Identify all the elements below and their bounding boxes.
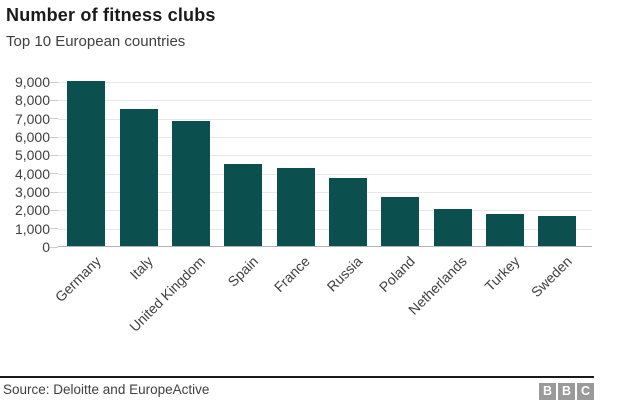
y-tick-mark	[50, 228, 58, 230]
bar-sweden	[538, 215, 577, 246]
bar-france	[276, 168, 315, 246]
bbc-logo-block-1: B	[539, 383, 556, 400]
bbc-logo-block-3: C	[577, 383, 594, 400]
y-tick-label-5000: 5,000	[14, 147, 50, 164]
y-tick-mark	[50, 246, 58, 248]
gridline-5000	[58, 155, 592, 157]
bar-russia	[329, 178, 368, 246]
gridline-8000	[58, 100, 592, 102]
x-axis: Germany Italy United Kingdom Spain France Rus…	[52, 249, 592, 354]
gridline-9000	[58, 82, 592, 83]
y-tick-label-2000: 2,000	[14, 202, 50, 219]
y-tick-mark	[50, 209, 58, 211]
x-label-germany: Germany	[51, 253, 104, 306]
bbc-logo-block-2: B	[558, 383, 575, 400]
source-text: Source: Deloitte and EuropeActive	[3, 382, 210, 397]
y-tick-label-0: 0	[42, 239, 50, 255]
bar-poland	[381, 197, 420, 246]
gridline-7000	[58, 118, 592, 120]
x-label-sweden: Sweden	[527, 253, 575, 301]
gridline-4000	[58, 173, 592, 175]
bar-united-kingdom	[172, 121, 210, 246]
bar-italy	[119, 108, 158, 246]
y-tick-label-3000: 3,000	[14, 184, 50, 200]
y-tick-mark	[50, 191, 58, 193]
bar-germany	[67, 81, 106, 246]
x-label-france: France	[270, 253, 314, 296]
x-label-russia: Russia	[323, 253, 366, 295]
y-tick-mark	[50, 136, 58, 138]
x-label-italy: Italy	[126, 253, 156, 283]
y-tick-label-4000: 4,000	[14, 165, 50, 182]
y-tick-mark	[50, 81, 58, 83]
plot-area	[58, 75, 592, 247]
bar-netherlands	[433, 209, 472, 246]
y-tick-label-1000: 1,000	[14, 220, 50, 237]
x-label-poland: Poland	[375, 253, 418, 296]
x-label-turkey: Turkey	[481, 253, 523, 295]
bar-spain	[224, 163, 263, 246]
y-tick-mark	[50, 118, 58, 120]
footer-divider	[0, 376, 594, 378]
gridline-6000	[58, 137, 592, 138]
gridline-2000	[58, 210, 592, 212]
y-tick-mark	[50, 154, 58, 156]
bar-turkey	[486, 213, 525, 246]
y-tick-label-6000: 6,000	[14, 129, 50, 145]
y-tick-mark	[50, 173, 58, 175]
gridline-3000	[58, 192, 592, 193]
y-axis: 0 1,000 2,000 3,000 4,000 5,000 6,000 7,000 8,00…	[0, 74, 58, 255]
x-label-spain: Spain	[224, 253, 261, 290]
chart-title: Number of fitness clubs	[6, 5, 216, 25]
x-axis-line	[58, 246, 592, 247]
y-tick-mark	[50, 99, 58, 101]
y-tick-label-9000: 9,000	[14, 74, 50, 90]
y-tick-label-7000: 7,000	[14, 110, 50, 127]
gridline-1000	[58, 228, 592, 230]
y-tick-label-8000: 8,000	[14, 92, 50, 109]
chart-subtitle: Top 10 European countries	[6, 33, 186, 50]
